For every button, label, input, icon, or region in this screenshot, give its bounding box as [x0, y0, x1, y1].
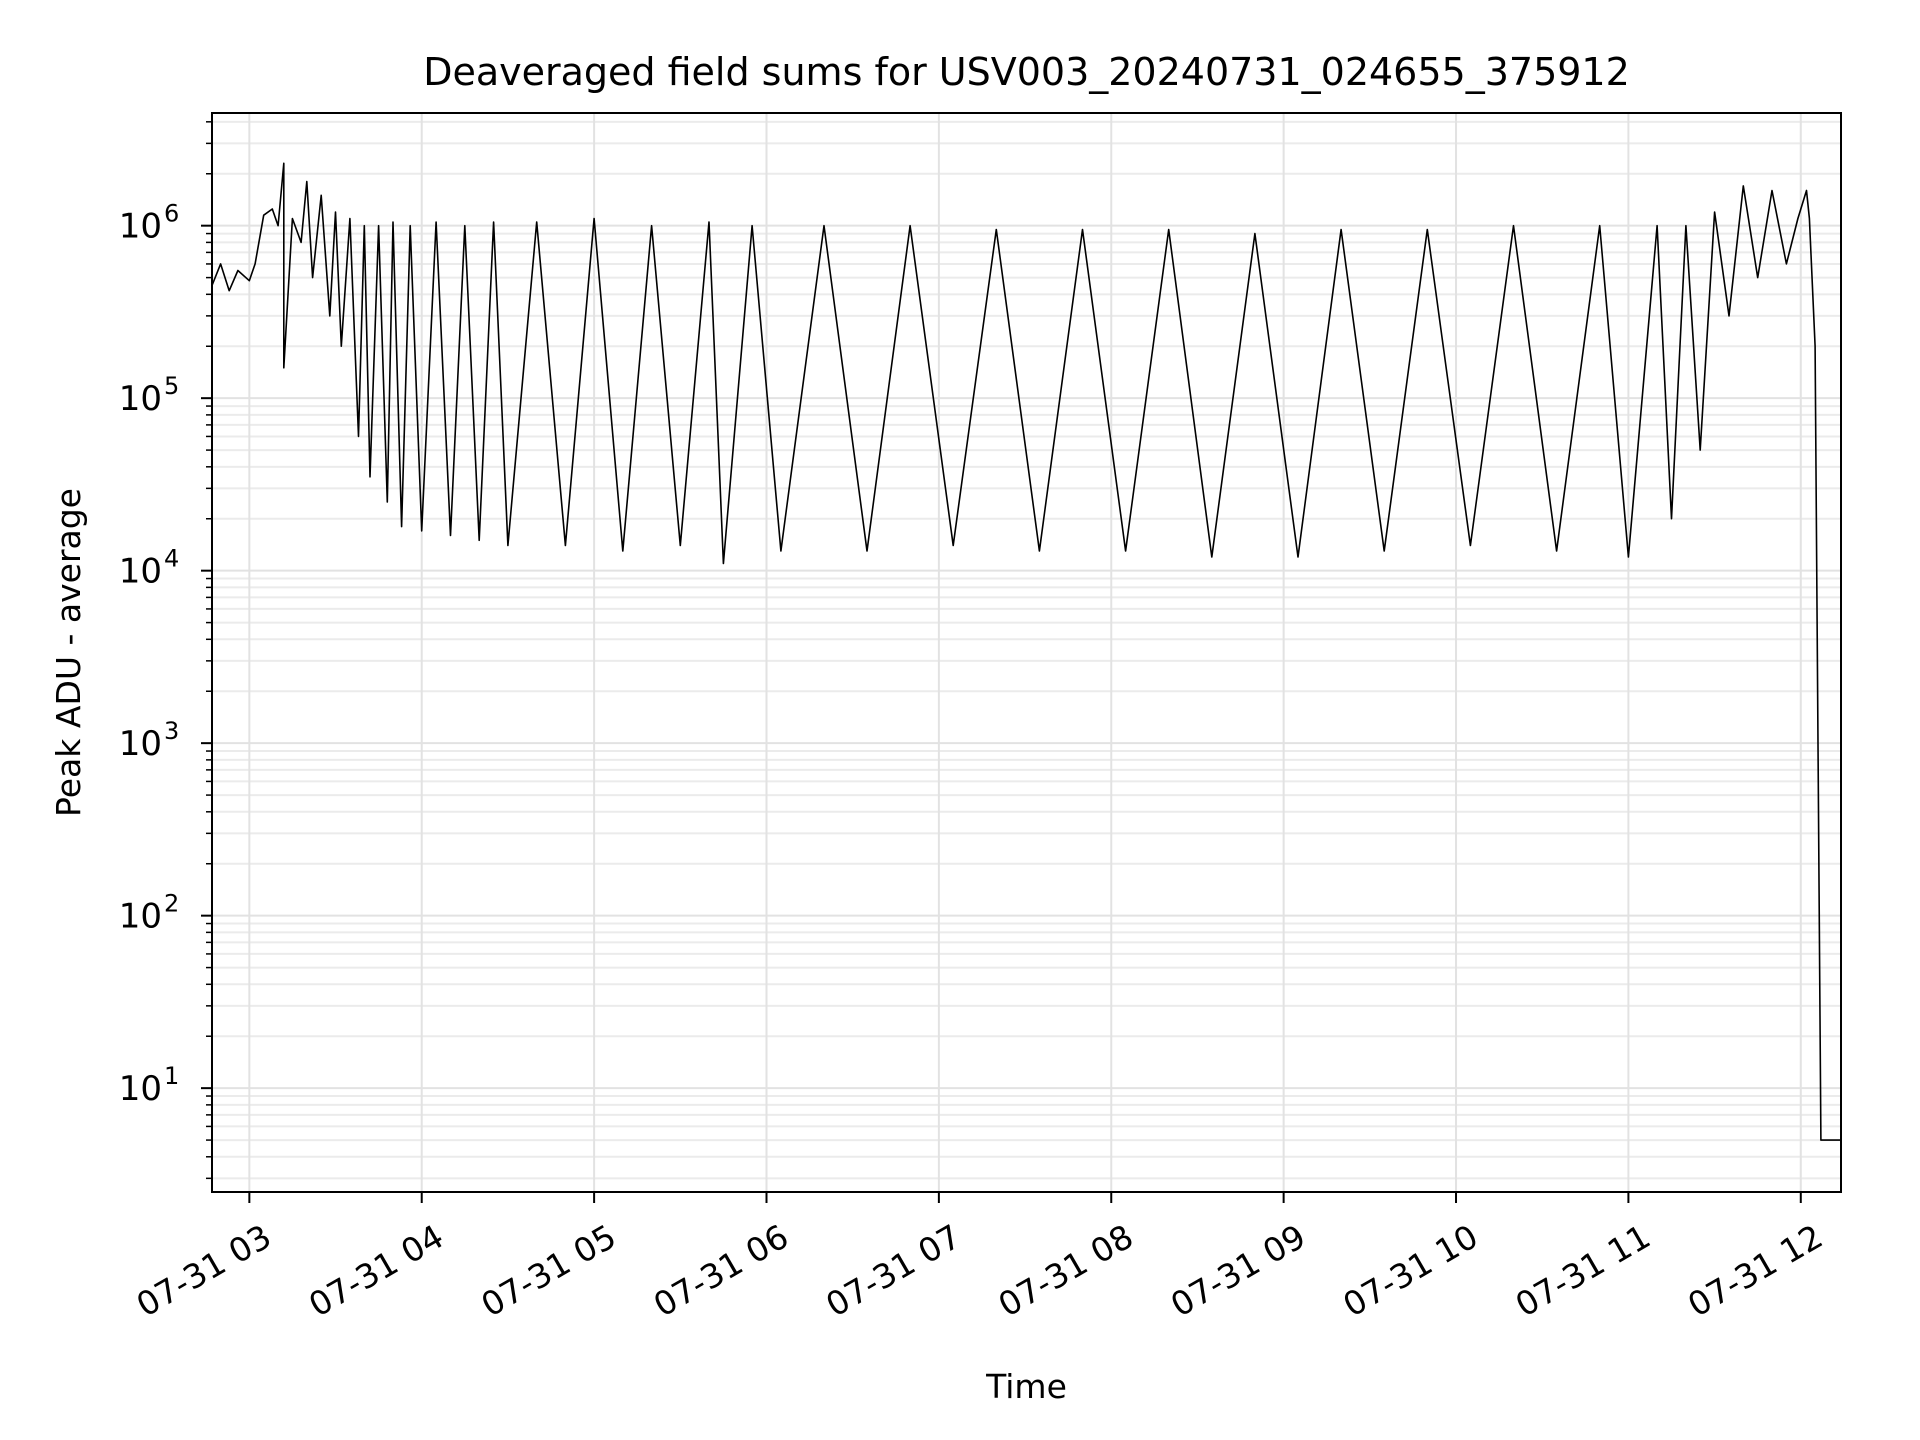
y-tick-label: 10 [119, 207, 162, 247]
y-tick-label-exponent: 5 [164, 372, 179, 400]
x-axis-label: Time [985, 1367, 1067, 1406]
plot-frame [211, 112, 1842, 1193]
y-tick-label-exponent: 2 [164, 890, 179, 918]
y-tick-label-exponent: 3 [164, 717, 179, 745]
chart-title: Deaveraged field sums for USV003_2024073… [423, 50, 1630, 94]
series-layer [211, 162, 1841, 1141]
y-tick-label-exponent: 4 [164, 545, 179, 573]
series-line [211, 162, 1841, 1141]
y-tick-label: 10 [119, 897, 162, 937]
y-axis-label: Peak ADU - average [49, 488, 88, 817]
y-tick-label-exponent: 6 [164, 200, 179, 228]
y-tick-label: 10 [119, 379, 162, 419]
y-tick-label: 10 [119, 724, 162, 764]
y-tick-label-exponent: 1 [164, 1062, 179, 1090]
y-tick-label: 10 [119, 552, 162, 592]
y-tick-label: 10 [119, 1069, 162, 1109]
